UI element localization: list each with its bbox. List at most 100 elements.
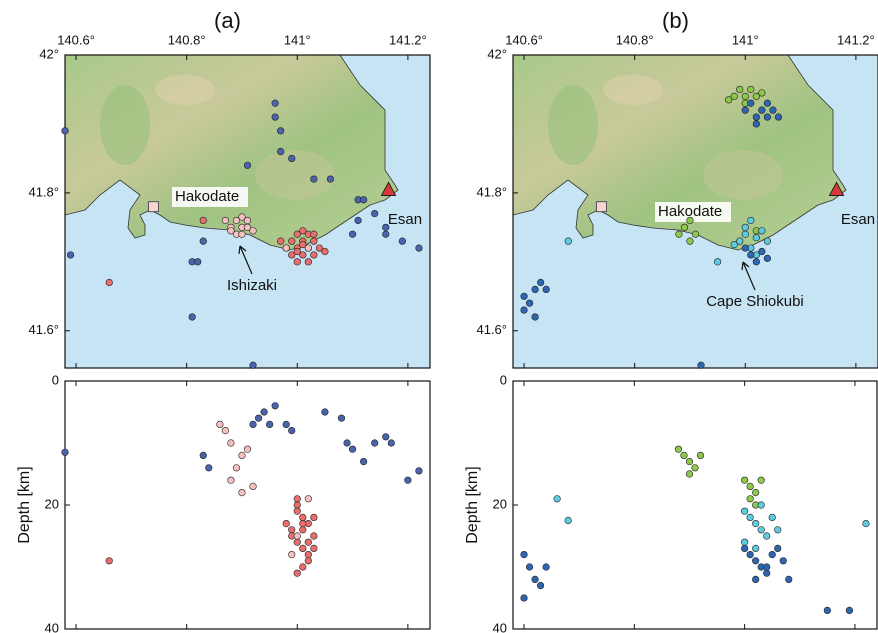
x-tick-label: 140.8°: [616, 32, 654, 47]
annotation: Cape Shiokubi: [706, 293, 804, 310]
x-tick-label: 141.2°: [837, 32, 875, 47]
event-dot: [752, 558, 759, 565]
event-dot: [311, 238, 318, 245]
event-dot: [338, 415, 345, 422]
event-dot: [537, 582, 544, 589]
event-dot: [305, 245, 312, 252]
event-dot: [283, 421, 290, 428]
event-dot: [758, 502, 765, 509]
event-dot: [763, 564, 770, 571]
event-dot: [311, 514, 318, 521]
event-dot: [239, 231, 246, 238]
event-dot: [272, 100, 279, 107]
event-dot: [742, 231, 749, 238]
panel-title: (a): [214, 8, 241, 33]
event-dot: [747, 496, 754, 503]
event-dot: [239, 489, 246, 496]
event-dot: [687, 217, 694, 224]
y-axis-label: Depth [km]: [16, 466, 33, 543]
event-dot: [741, 508, 748, 515]
event-dot: [748, 217, 755, 224]
event-dot: [686, 458, 693, 465]
event-dot: [194, 259, 201, 266]
event-dot: [532, 314, 539, 321]
event-dot: [255, 415, 262, 422]
event-dot: [753, 259, 760, 266]
event-dot: [349, 231, 356, 238]
city-marker: [596, 202, 606, 212]
event-dot: [294, 496, 301, 503]
event-dot: [277, 148, 284, 155]
event-dot: [294, 259, 301, 266]
annotation: Ishizaki: [227, 277, 277, 294]
event-dot: [399, 238, 406, 245]
event-dot: [775, 114, 782, 121]
event-dot: [222, 217, 229, 224]
y-tick-label: 40: [493, 620, 507, 633]
event-dot: [526, 564, 533, 571]
panel-frame: [513, 381, 877, 629]
event-dot: [759, 90, 766, 97]
x-tick-label: 140.6°: [505, 32, 543, 47]
annotation: Hakodate: [175, 188, 239, 205]
event-dot: [780, 558, 787, 565]
event-dot: [769, 514, 776, 521]
event-dot: [344, 440, 351, 447]
event-dot: [692, 465, 699, 472]
y-tick-label: 42°: [487, 46, 507, 61]
y-tick-label: 41.8°: [476, 184, 507, 199]
event-dot: [300, 545, 307, 552]
city-marker: [148, 202, 158, 212]
event-dot: [382, 434, 389, 441]
event-dot: [305, 539, 312, 546]
event-dot: [228, 228, 235, 235]
event-dot: [272, 403, 279, 410]
event-dot: [382, 231, 389, 238]
event-dot: [758, 527, 765, 534]
event-dot: [305, 551, 312, 558]
event-dot: [250, 228, 257, 235]
event-dot: [824, 607, 831, 614]
y-axis-label: Depth [km]: [464, 466, 481, 543]
event-dot: [300, 514, 307, 521]
event-dot: [752, 489, 759, 496]
event-dot: [543, 564, 550, 571]
event-dot: [742, 107, 749, 114]
event-dot: [741, 545, 748, 552]
event-dot: [371, 440, 378, 447]
event-dot: [217, 421, 224, 428]
event-dot: [300, 228, 307, 235]
event-dot: [747, 483, 754, 490]
event-dot: [250, 362, 257, 369]
event-dot: [288, 551, 295, 558]
event-dot: [250, 421, 257, 428]
event-dot: [748, 86, 755, 93]
event-dot: [272, 114, 279, 121]
event-dot: [681, 452, 688, 459]
event-dot: [294, 533, 301, 540]
event-dot: [752, 545, 759, 552]
figure: 140.6°140.8°141°141.2°41.6°41.8°42°(a)Ha…: [0, 0, 878, 633]
x-tick-label: 140.8°: [168, 32, 206, 47]
panel-frame: [65, 381, 430, 629]
event-dot: [360, 458, 367, 465]
event-dot: [233, 465, 240, 472]
event-dot: [228, 440, 235, 447]
event-dot: [294, 502, 301, 509]
event-dot: [300, 527, 307, 534]
event-dot: [382, 224, 389, 231]
event-dot: [774, 545, 781, 552]
event-dot: [752, 576, 759, 583]
event-dot: [283, 245, 290, 252]
event-dot: [228, 477, 235, 484]
event-dot: [764, 100, 771, 107]
event-dot: [355, 217, 362, 224]
event-dot: [300, 564, 307, 571]
x-tick-label: 141°: [284, 32, 311, 47]
event-dot: [763, 570, 770, 577]
event-dot: [311, 533, 318, 540]
y-tick-label: 41.8°: [28, 184, 59, 199]
event-dot: [288, 427, 295, 434]
event-dot: [371, 210, 378, 217]
event-dot: [741, 477, 748, 484]
